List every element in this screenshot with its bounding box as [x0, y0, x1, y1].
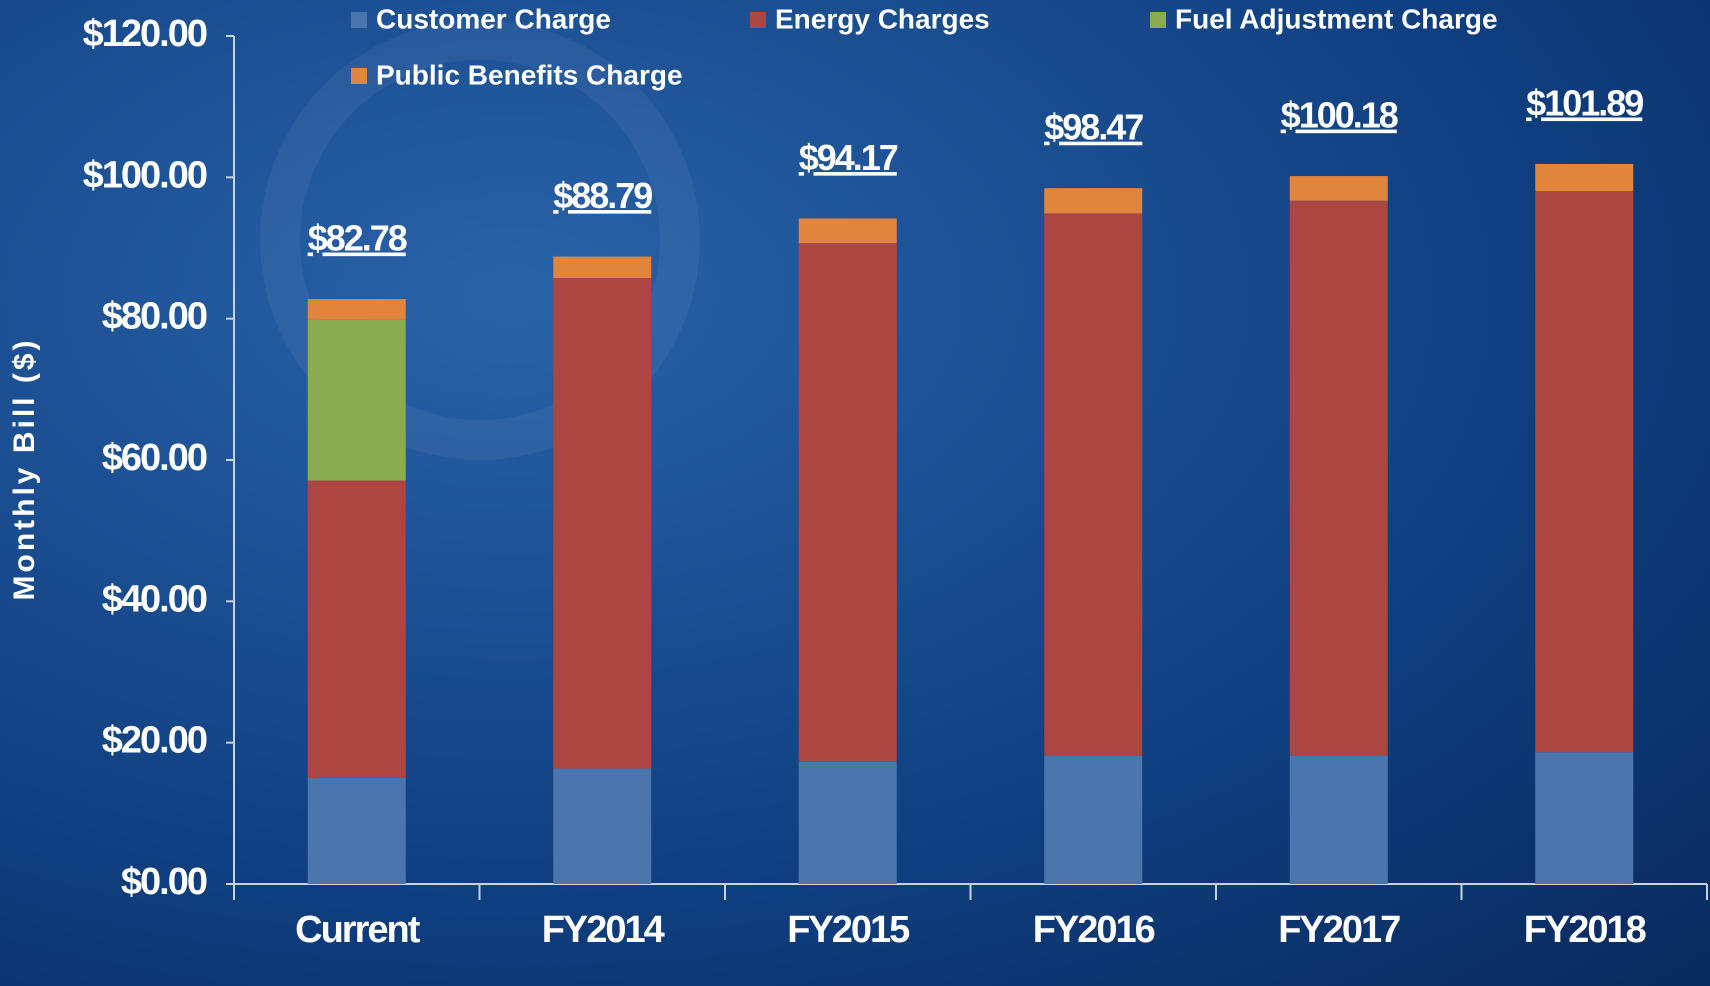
total-label: $94.17 [799, 137, 898, 178]
x-tick-label: FY2016 [1033, 909, 1155, 951]
legend-label: Customer Charge [376, 3, 611, 34]
legend-label: Energy Charges [775, 3, 990, 34]
y-tick-label: $120.00 [83, 13, 207, 55]
legend-label: Fuel Adjustment Charge [1175, 3, 1498, 34]
bar-segment [1044, 755, 1143, 884]
bar-segment [1289, 200, 1388, 756]
bar-segment [798, 243, 897, 762]
y-tick-label: $100.00 [83, 154, 207, 196]
bar-segment [553, 768, 652, 884]
legend-swatch [750, 12, 766, 28]
bar-segment [1044, 188, 1143, 214]
legend-swatch [351, 12, 367, 28]
y-tick-label: $40.00 [102, 578, 207, 620]
bar-segment [1535, 191, 1634, 753]
bar-segment [1044, 213, 1143, 756]
x-tick-label: FY2018 [1524, 909, 1646, 951]
bar-segment [1535, 752, 1634, 884]
total-label: $82.78 [308, 218, 407, 259]
bar-segment [1289, 176, 1388, 201]
bar-segment [307, 480, 406, 778]
x-tick-label: FY2015 [787, 909, 910, 951]
x-tick-label: Current [295, 909, 421, 951]
x-tick-label: FY2014 [542, 909, 665, 951]
legend-label: Public Benefits Charge [376, 59, 683, 90]
y-tick-label: $80.00 [102, 296, 207, 338]
bar-segment [307, 778, 406, 884]
y-tick-label: $60.00 [102, 437, 207, 479]
total-label: $88.79 [553, 175, 652, 216]
total-label: $100.18 [1281, 95, 1398, 136]
bar-segment [307, 319, 406, 481]
total-label: $101.89 [1526, 82, 1643, 123]
bar-segment [1289, 755, 1388, 884]
bar-segment [798, 218, 897, 244]
x-tick-label: FY2017 [1278, 909, 1400, 951]
legend-swatch [351, 68, 367, 84]
total-label: $98.47 [1044, 107, 1143, 148]
bar-segment [798, 761, 897, 884]
bar-segment [553, 256, 652, 279]
y-tick-label: $20.00 [102, 720, 207, 762]
decoration [260, 20, 700, 460]
y-axis-label: Monthly Bill ($) [8, 338, 41, 601]
y-tick-label: $0.00 [121, 861, 207, 903]
bar-segment [1535, 163, 1634, 192]
legend-swatch [1150, 12, 1166, 28]
bar-segment [553, 278, 652, 769]
bar-segment [307, 299, 406, 320]
